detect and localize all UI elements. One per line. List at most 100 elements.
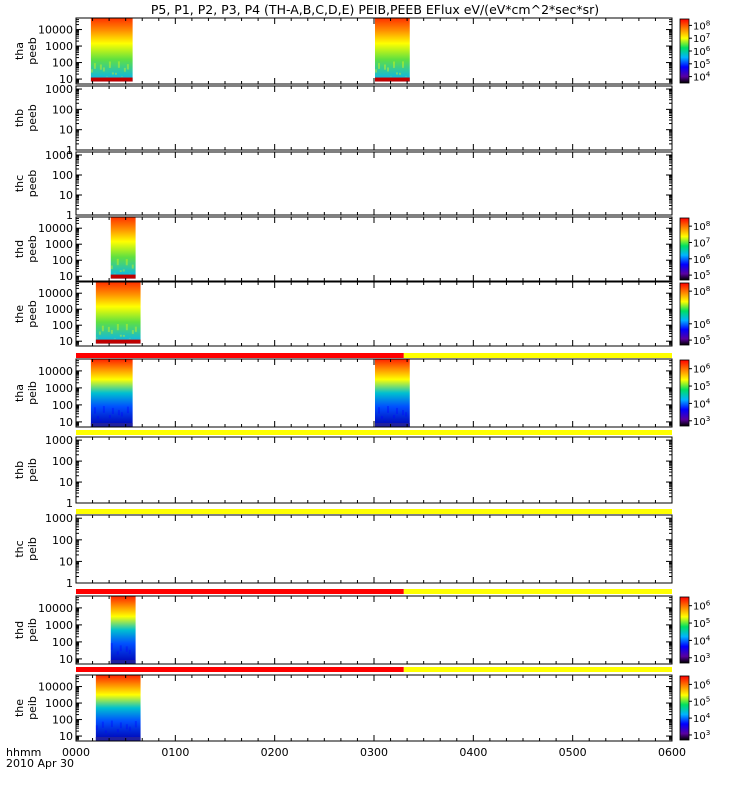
low-energy-band: [95, 339, 141, 344]
colorbar-tick-label: 103: [693, 728, 710, 742]
spectrogram-speckle: [110, 329, 113, 334]
y-tick-label: 10: [59, 653, 73, 666]
low-energy-band: [90, 77, 133, 82]
colorbar-tick-label: 106: [693, 599, 711, 613]
x-tick-label: 0600: [658, 746, 686, 759]
colorbar-tick-label: 107: [693, 31, 710, 45]
panel-thd-peeb: 10 100 1000 10000 thd peeb 105 106 107 108: [13, 216, 711, 283]
colorbar-tick-label: 106: [693, 317, 711, 331]
y-tick-label: 1000: [45, 382, 73, 395]
x-tick-label: 0400: [459, 746, 487, 759]
spectrogram-block: [374, 18, 410, 82]
spectrogram-speckle: [386, 67, 389, 72]
spectrogram-speckle: [117, 61, 120, 68]
x-tick-label: 0500: [559, 746, 587, 759]
spectrogram-block: [95, 675, 141, 741]
mode-flag-red: [76, 589, 404, 594]
x-tick-label: 0000: [62, 746, 90, 759]
spectrogram-speckle: [96, 415, 99, 419]
y-tick-label: 100: [52, 399, 73, 412]
panel-frame: [75, 595, 673, 665]
spectrogram-speckle: [107, 733, 110, 736]
low-energy-band: [110, 660, 136, 664]
spectrogram-speckle: [110, 643, 113, 650]
spectrogram-speckle: [119, 645, 122, 652]
spectrogram-speckle: [90, 69, 93, 73]
colorbar-tick-label: 105: [693, 694, 710, 708]
low-energy-band: [90, 423, 133, 427]
colorbar-tick-label: 103: [693, 651, 710, 665]
spectrogram-speckle: [116, 729, 119, 733]
y-label-product: peib: [26, 537, 39, 561]
colorbar-tick-label: 104: [693, 711, 711, 725]
colorbar-tick-label: 105: [693, 616, 710, 630]
spectrogram-speckle: [95, 337, 98, 339]
panel-frame: [75, 281, 673, 347]
y-tick-label: 10000: [38, 681, 73, 694]
y-label-product: peeb: [26, 104, 39, 132]
spectrogram-speckle: [119, 334, 122, 337]
colorbar-tick-label: 104: [693, 396, 711, 410]
colorbar-tick-label: 106: [693, 362, 711, 376]
y-tick-label: 10: [59, 416, 73, 429]
spectrogram-speckle: [104, 730, 107, 733]
spectrogram-speckle: [125, 724, 128, 730]
spectrogram-speckle: [398, 72, 401, 75]
colorbar-tick-label: 106: [693, 44, 711, 58]
y-tick-label: 1000: [45, 697, 73, 710]
panel-thc-peeb: 1 10 100 1000 thc peeb: [13, 149, 673, 222]
y-tick-label: 1000: [45, 619, 73, 632]
spectrogram-speckle: [392, 414, 395, 419]
spectrogram-speckle: [377, 407, 380, 414]
y-tick-label: 100: [52, 534, 73, 547]
y-tick-label: 1000: [45, 40, 73, 53]
y-label-probe: thd: [13, 621, 26, 639]
y-tick-label: 10000: [38, 602, 73, 615]
low-energy-band: [374, 423, 410, 427]
y-tick-label: 1000: [45, 434, 73, 447]
y-tick-label: 10000: [38, 365, 73, 378]
colorbar-tick-label: 108: [693, 219, 711, 233]
spectrogram-speckle: [110, 720, 113, 728]
spectrogram-block: [374, 359, 410, 427]
spectrogram-speckle: [401, 61, 404, 68]
y-tick-label: 10: [59, 730, 73, 743]
panel-the-peeb: 10 100 1000 10000 the peeb 105 106 108: [13, 281, 711, 348]
x-tick-label: 0100: [161, 746, 189, 759]
colorbar: [679, 675, 690, 741]
spectrogram-speckle: [125, 259, 128, 266]
spectrogram-speckle: [111, 72, 114, 75]
mode-flag-yellow: [403, 589, 672, 594]
y-tick-label: 1000: [45, 512, 73, 525]
colorbar: [679, 282, 690, 346]
y-tick-label: 10: [59, 73, 73, 86]
spectrogram-block: [110, 596, 136, 664]
x-tick-label: 0200: [261, 746, 289, 759]
spectrogram-block: [110, 217, 136, 279]
panel-frame: [75, 674, 673, 742]
y-tick-label: 1000: [45, 238, 73, 251]
y-tick-label: 100: [52, 319, 73, 332]
spectrogram-speckle: [98, 331, 101, 335]
spectrogram-speckle: [119, 722, 122, 729]
spectrogram-speckle: [128, 649, 131, 654]
colorbar-tick-label: 108: [693, 284, 711, 298]
y-tick-label: 100: [52, 714, 73, 727]
x-axis-date: 2010 Apr 30: [6, 757, 74, 770]
spectrogram-speckle: [117, 409, 120, 416]
spectrogram-speckle: [125, 646, 128, 652]
colorbar-tick-label: 107: [693, 235, 710, 249]
spectrogram-speckle: [99, 64, 102, 70]
y-label-probe: thc: [13, 540, 26, 557]
spectrogram-speckle: [113, 658, 116, 659]
y-tick-label: 10: [59, 476, 73, 489]
spectrogram-speckle: [116, 258, 119, 266]
y-label-product: peib: [26, 381, 39, 405]
spectrogram-block: [90, 18, 133, 82]
panel-thb-peeb: 1 10 100 1000 thb peeb: [13, 83, 673, 157]
colorbar-tick-label: 104: [693, 633, 711, 647]
spectrogram-speckle: [105, 420, 108, 422]
spectrogram-speckle: [116, 324, 119, 331]
y-tick-label: 100: [52, 57, 73, 70]
y-label-product: peeb: [26, 235, 39, 263]
